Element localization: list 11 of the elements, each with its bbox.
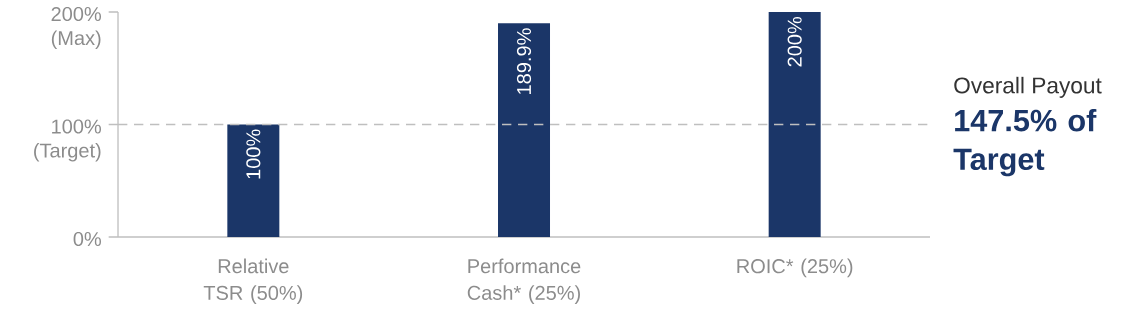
data-label: 189.9% (516, 28, 532, 94)
text: Overall Payout (954, 76, 1102, 98)
y-tick-label: 200% (Max) (51, 6, 102, 50)
y-tick-label: 0% (73, 231, 102, 247)
text: 147.5% of Target (953, 108, 1097, 177)
x-tick-label: Performance Cash* (25%) (467, 258, 581, 304)
x-tick-label: Relative TSR (50%) (203, 258, 303, 304)
data-label: 200% (787, 16, 802, 67)
data-label: 100% (246, 129, 261, 179)
x-tick-label: ROIC* (25%) (737, 258, 853, 278)
y-tick-label: 100% (Target) (34, 119, 102, 162)
